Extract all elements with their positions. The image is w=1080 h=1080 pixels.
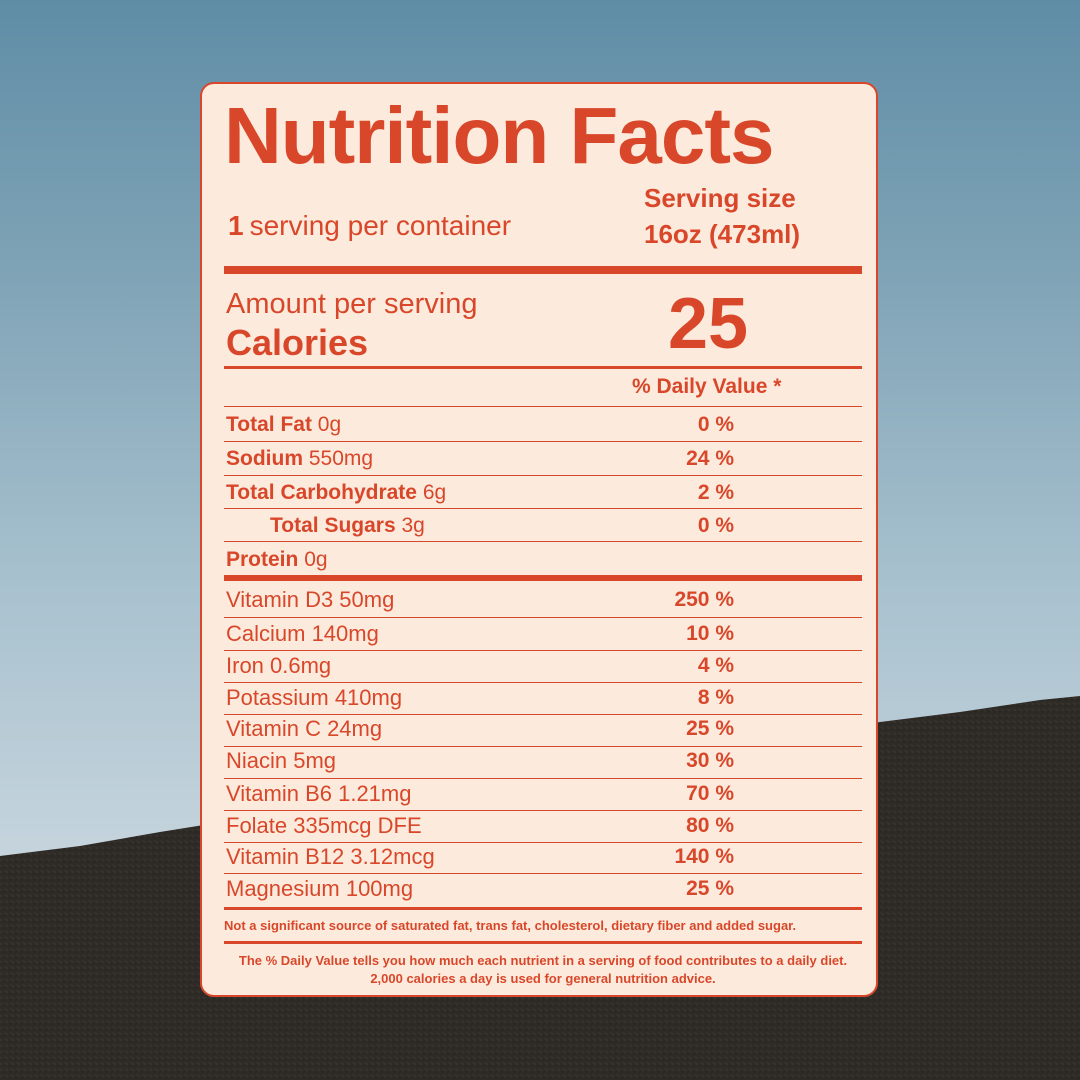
vitamin-dv: 10 % <box>686 622 734 645</box>
vitamin-label: Vitamin D3 50mg <box>226 587 395 612</box>
vitamin-label: Magnesium 100mg <box>226 876 414 901</box>
divider-thin <box>224 842 862 843</box>
nutrient-row-protein: Protein 0g <box>224 543 862 576</box>
divider-thin <box>224 746 862 747</box>
serving-size-value: 16oz (473ml) <box>644 219 801 249</box>
vitamin-row: Vitamin C 24mg 25 % <box>224 713 862 746</box>
amount-per-serving: Amount per serving <box>226 288 478 320</box>
nutrient-amount: 0g <box>304 548 328 571</box>
vitamin-dv: 30 % <box>686 749 734 772</box>
vitamin-dv: 8 % <box>697 686 734 709</box>
vitamin-row: Vitamin B12 3.12mcg 140 % <box>224 841 862 874</box>
nutrient-amount: 0g <box>317 413 342 436</box>
nutrient-dv: 2 % <box>697 481 734 504</box>
nutrient-name: Total Fat <box>226 413 312 436</box>
nutrient-row-total-carbohydrate: Total Carbohydrate 6g 2 % <box>224 476 862 509</box>
nutrient-amount: 6g <box>422 481 447 504</box>
vitamin-row: Potassium 410mg 8 % <box>224 682 862 715</box>
daily-value-header: % Daily Value * <box>632 375 782 398</box>
serving-size-label: Serving size <box>644 183 796 213</box>
vitamin-dv: 4 % <box>697 654 734 677</box>
vitamin-dv: 25 % <box>686 877 734 900</box>
vitamin-dv: 70 % <box>686 782 734 805</box>
nutrient-amount: 3g <box>401 514 425 537</box>
vitamin-row: Niacin 5mg 30 % <box>224 745 862 778</box>
divider-thin <box>224 714 862 715</box>
vitamin-label: Vitamin B12 3.12mcg <box>226 844 435 869</box>
divider-thin <box>224 810 862 811</box>
vitamin-label: Vitamin B6 1.21mg <box>226 781 412 806</box>
nutrient-dv: 0 % <box>697 413 734 436</box>
vitamin-row: Vitamin B6 1.21mg 70 % <box>224 778 862 811</box>
vitamin-row: Vitamin D3 50mg 250 % <box>224 584 862 617</box>
vitamin-label: Folate 335mcg DFE <box>226 813 422 838</box>
vitamin-row: Magnesium 100mg 25 % <box>224 873 862 906</box>
label-title: Nutrition Facts <box>224 91 774 180</box>
divider-thin <box>224 475 862 476</box>
divider-thin <box>224 778 862 779</box>
vitamin-row: Iron 0.6mg 4 % <box>224 650 862 683</box>
nutrient-row-sodium: Sodium 550mg 24 % <box>224 442 862 475</box>
divider-medium <box>224 366 862 369</box>
servings-count: 1 <box>228 210 244 241</box>
nutrient-dv: 0 % <box>697 514 734 537</box>
divider-thin <box>224 650 862 651</box>
divider-thin <box>224 617 862 618</box>
serving-size: Serving size 16oz (473ml) <box>644 180 800 252</box>
divider-medium <box>224 907 862 910</box>
divider-thin <box>224 682 862 683</box>
divider-thick <box>224 575 862 581</box>
vitamin-label: Potassium 410mg <box>226 685 403 710</box>
nutrient-name: Total Carbohydrate <box>226 481 417 504</box>
vitamin-label: Vitamin C 24mg <box>226 716 383 741</box>
divider-medium <box>224 941 862 944</box>
vitamin-label: Calcium 140mg <box>226 621 379 646</box>
servings-text: serving per container <box>249 210 512 241</box>
vitamin-row: Calcium 140mg 10 % <box>224 618 862 651</box>
vitamin-dv: 140 % <box>674 845 734 868</box>
nutrient-name: Protein <box>226 548 299 571</box>
divider-thin <box>224 873 862 874</box>
footnote-not-significant: Not a significant source of saturated fa… <box>224 918 797 933</box>
vitamin-dv: 80 % <box>686 814 734 837</box>
vitamin-dv: 25 % <box>686 717 734 740</box>
vitamin-label: Iron 0.6mg <box>226 653 332 678</box>
divider-thin <box>224 508 862 509</box>
divider-thin <box>224 406 862 407</box>
nutrient-amount: 550mg <box>308 447 374 470</box>
footnote-daily-value: The % Daily Value tells you how much eac… <box>238 953 848 986</box>
nutrient-name: Sodium <box>226 447 303 470</box>
divider-thin <box>224 541 862 542</box>
divider-thin <box>224 441 862 442</box>
calories-value: 25 <box>668 284 749 364</box>
nutrient-dv: 24 % <box>686 447 734 470</box>
nutrient-row-total-fat: Total Fat 0g 0 % <box>224 408 862 441</box>
vitamin-label: Niacin 5mg <box>226 748 337 773</box>
nutrient-row-total-sugars: Total Sugars 3g 0 % <box>224 509 862 542</box>
nutrient-name: Total Sugars <box>270 514 396 537</box>
servings-per-container: 1 serving per container <box>228 210 511 242</box>
divider-thick <box>224 266 862 274</box>
calories-label: Calories <box>226 322 369 363</box>
vitamin-row: Folate 335mcg DFE 80 % <box>224 810 862 843</box>
vitamin-dv: 250 % <box>674 588 734 611</box>
nutrition-facts-label: Nutrition Facts 1 serving per container S… <box>200 82 878 997</box>
